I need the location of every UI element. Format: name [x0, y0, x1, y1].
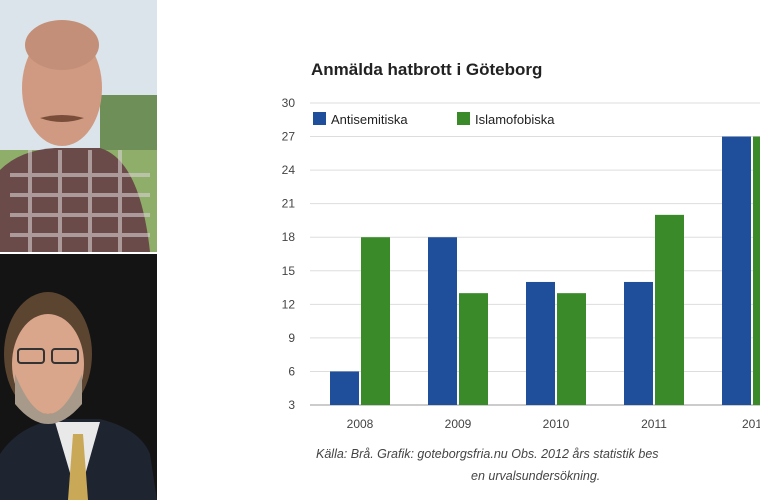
y-tick-label: 15 — [282, 264, 296, 278]
x-tick-label: 2009 — [445, 417, 472, 431]
y-tick-label: 6 — [288, 364, 295, 378]
y-tick-label: 12 — [282, 297, 296, 311]
source-caption-line-1: Källa: Brå. Grafik: goteborgsfria.nu Obs… — [316, 447, 659, 461]
legend-swatch-islamofobiska — [457, 112, 470, 125]
bar-antisemitiska-2010 — [526, 281, 555, 405]
y-tick-label: 18 — [282, 230, 296, 244]
bar-islamofobiska-2009 — [459, 293, 488, 405]
y-tick-label: 9 — [288, 331, 295, 345]
y-tick-label: 21 — [282, 197, 296, 211]
bar-islamofobiska-201 — [753, 136, 760, 406]
y-tick-label: 30 — [282, 96, 296, 110]
bar-antisemitiska-201 — [722, 136, 751, 406]
bar-islamofobiska-2010 — [557, 293, 586, 405]
legend-swatch-antisemitiska — [313, 112, 326, 125]
bar-antisemitiska-2009 — [428, 237, 457, 405]
x-tick-label: 201 — [742, 417, 760, 431]
x-tick-label: 2010 — [543, 417, 570, 431]
x-tick-label: 2008 — [347, 417, 374, 431]
y-axis-ticks: 30 27 24 21 18 15 12 9 6 3 — [282, 96, 296, 412]
photo-divider — [0, 252, 157, 254]
portrait-man-suit — [0, 254, 157, 500]
legend: Antisemitiska Islamofobiska — [313, 112, 555, 127]
portrait-photo-bottom — [0, 254, 157, 500]
legend-label-islamofobiska: Islamofobiska — [475, 112, 555, 127]
bar-islamofobiska-2011 — [655, 214, 684, 405]
x-axis-ticks: 2008 2009 2010 2011 201 — [347, 417, 760, 431]
y-tick-label: 24 — [282, 163, 296, 177]
legend-label-antisemitiska: Antisemitiska — [331, 112, 408, 127]
x-tick-label: 2011 — [641, 417, 667, 431]
source-caption-line-2: en urvalsundersökning. — [471, 469, 600, 483]
bar-antisemitiska-2011 — [624, 281, 653, 405]
y-tick-label: 27 — [282, 130, 296, 144]
bar-antisemitiska-2008 — [330, 371, 359, 405]
bar-islamofobiska-2008 — [361, 237, 390, 405]
bars — [330, 136, 760, 406]
chart-title: Anmälda hatbrott i Göteborg — [311, 60, 542, 79]
portrait-man-plaid-shirt — [0, 0, 157, 252]
y-tick-label: 3 — [288, 398, 295, 412]
portrait-photo-top — [0, 0, 157, 252]
